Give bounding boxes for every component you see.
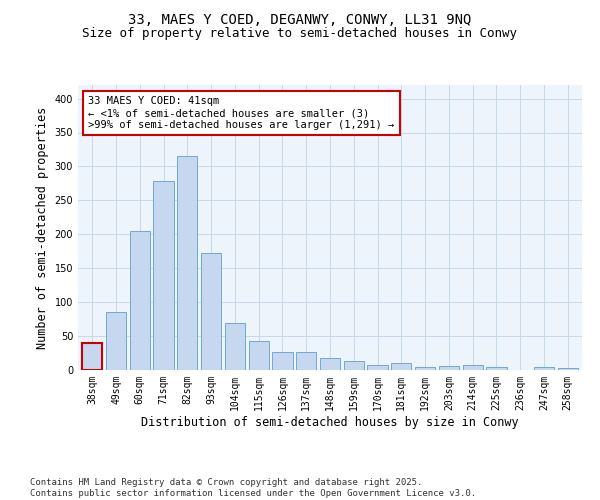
- Bar: [439, 366, 459, 370]
- Bar: [487, 368, 506, 370]
- X-axis label: Distribution of semi-detached houses by size in Conwy: Distribution of semi-detached houses by …: [141, 416, 519, 428]
- Bar: [130, 231, 150, 370]
- Bar: [367, 364, 388, 370]
- Bar: [248, 341, 269, 370]
- Y-axis label: Number of semi-detached properties: Number of semi-detached properties: [36, 106, 49, 348]
- Bar: [534, 368, 554, 370]
- Text: 33, MAES Y COED, DEGANWY, CONWY, LL31 9NQ: 33, MAES Y COED, DEGANWY, CONWY, LL31 9N…: [128, 12, 472, 26]
- Bar: [344, 360, 364, 370]
- Bar: [463, 364, 483, 370]
- Bar: [320, 358, 340, 370]
- Text: Contains HM Land Registry data © Crown copyright and database right 2025.
Contai: Contains HM Land Registry data © Crown c…: [30, 478, 476, 498]
- Bar: [154, 182, 173, 370]
- Bar: [82, 343, 103, 370]
- Bar: [225, 322, 245, 370]
- Bar: [177, 156, 197, 370]
- Bar: [272, 352, 293, 370]
- Bar: [296, 352, 316, 370]
- Text: Size of property relative to semi-detached houses in Conwy: Size of property relative to semi-detach…: [83, 28, 517, 40]
- Text: 33 MAES Y COED: 41sqm
← <1% of semi-detached houses are smaller (3)
>99% of semi: 33 MAES Y COED: 41sqm ← <1% of semi-deta…: [88, 96, 394, 130]
- Bar: [391, 363, 412, 370]
- Bar: [415, 368, 435, 370]
- Bar: [201, 254, 221, 370]
- Bar: [557, 368, 578, 370]
- Bar: [106, 312, 126, 370]
